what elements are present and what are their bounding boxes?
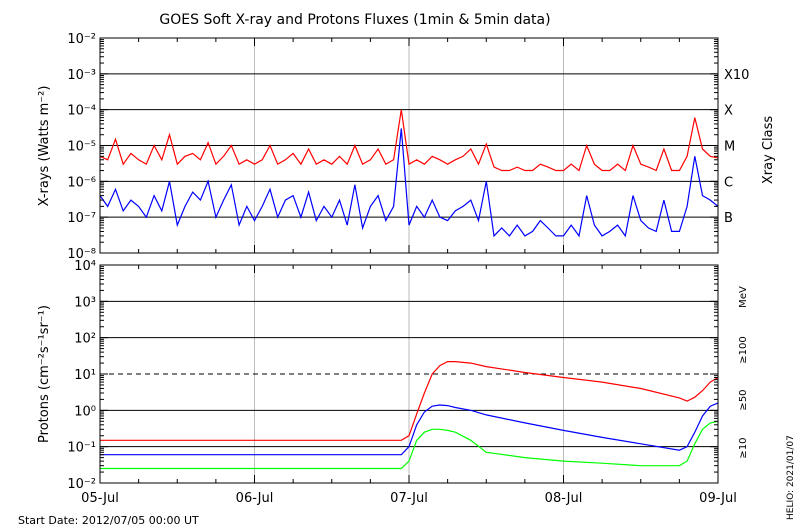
xray-grid: [100, 38, 718, 253]
x-tick-label: 09-Jul: [699, 491, 737, 506]
xray-y-axis-label: X-rays (Watts m⁻²): [37, 86, 52, 207]
credit-label: HELIO: 2021/01/07: [786, 435, 796, 520]
y-tick-label: 10⁻¹: [67, 441, 96, 456]
y-tick-label: 10⁻⁴: [67, 104, 96, 119]
start-date-label: Start Date: 2012/07/05 00:00 UT: [18, 514, 199, 527]
y-tick-label: 10¹: [74, 368, 96, 383]
y-tick-label: 10³: [74, 295, 96, 310]
xray-class-labels: B C M X X10: [724, 68, 749, 226]
figure-title: GOES Soft X-ray and Protons Fluxes (1min…: [159, 12, 550, 28]
blue-series-line: [99, 128, 719, 238]
energy-label: ≥10: [738, 437, 749, 458]
y-tick-label: 10⁻⁸: [67, 247, 96, 262]
xray-class-axis-title: Xray Class: [761, 116, 776, 184]
y-tick-label: 10⁴: [74, 259, 96, 274]
y-tick-label: 10⁻²: [67, 477, 96, 492]
xray-y-ticks: 10⁻⁸ 10⁻⁷ 10⁻⁶ 10⁻⁵ 10⁻⁴ 10⁻³ 10⁻²: [67, 32, 719, 262]
y-tick-label: 10⁰: [74, 404, 96, 419]
x-tick-label: 06-Jul: [236, 491, 274, 506]
y-tick-label: 10⁻⁷: [67, 211, 96, 226]
x-tick-label: 08-Jul: [545, 491, 583, 506]
proton-units-label: MeV: [738, 286, 749, 308]
energy-labels: ≥100 ≥50 ≥10: [738, 336, 749, 458]
y-tick-label: 10⁻³: [67, 68, 96, 83]
xray-series: [99, 109, 719, 238]
y-tick-label: 10⁻⁶: [67, 175, 96, 190]
xray-class-label: M: [724, 140, 735, 155]
proton-panel: 10⁻² 10⁻¹ 10⁰ 10¹ 10² 10³ 10⁴ Protons (cm⁻²s⁻¹…: [37, 259, 749, 492]
proton-series: [100, 361, 719, 470]
x-tick-label: 05-Jul: [81, 491, 119, 506]
x-ticks: 05-Jul 06-Jul 07-Jul 08-Jul 09-Jul: [81, 491, 737, 506]
y-tick-label: 10⁻²: [67, 32, 96, 47]
xray-panel: 10⁻⁸ 10⁻⁷ 10⁻⁶ 10⁻⁵ 10⁻⁴ 10⁻³ 10⁻² B C M X X10 X-r…: [37, 32, 776, 262]
red-series-line: [99, 109, 719, 172]
xray-class-label: B: [724, 211, 733, 226]
proton-grid: [100, 265, 718, 483]
energy-label: ≥100: [738, 336, 749, 363]
xray-class-label: C: [724, 175, 733, 190]
xray-class-label: X10: [724, 68, 749, 83]
xray-class-label: X: [724, 104, 733, 119]
x-tick-label: 07-Jul: [390, 491, 428, 506]
y-tick-label: 10²: [74, 332, 96, 347]
y-tick-label: 10⁻⁵: [67, 140, 96, 155]
proton-y-axis-label: Protons (cm⁻²s⁻¹sr⁻¹): [37, 305, 52, 443]
proton-y-ticks: 10⁻² 10⁻¹ 10⁰ 10¹ 10² 10³ 10⁴: [67, 259, 719, 492]
energy-label: ≥50: [738, 389, 749, 410]
blue-series-line: [100, 402, 719, 456]
red-series-line: [100, 361, 719, 441]
green-series-line: [100, 420, 719, 470]
